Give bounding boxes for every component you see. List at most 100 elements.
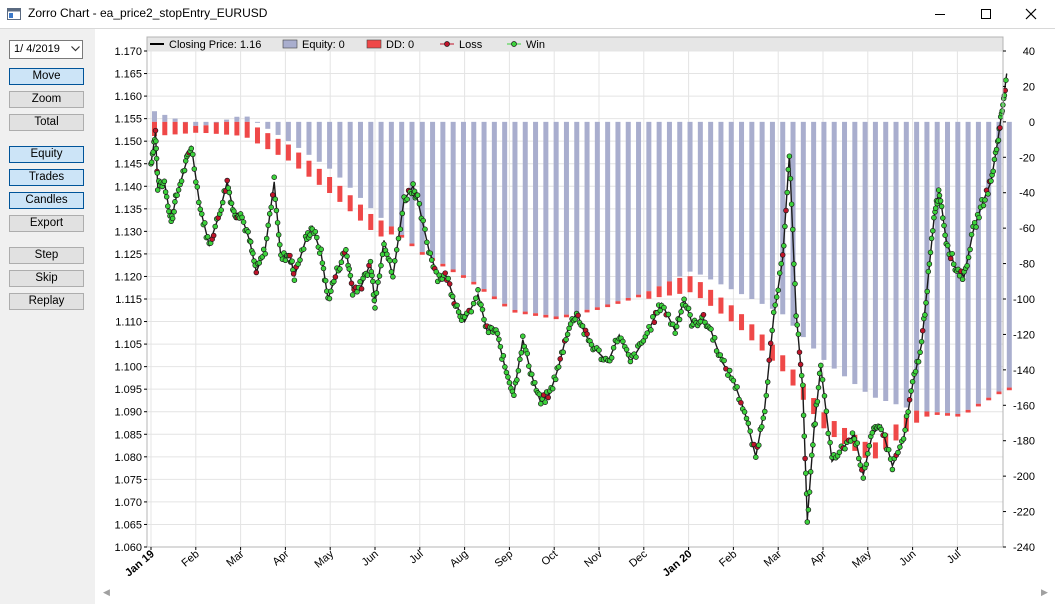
scroll-left-icon[interactable]: ◀: [103, 587, 110, 597]
drawdown-bar: [811, 398, 817, 415]
x-axis-label: Feb: [717, 548, 739, 569]
win-marker: [497, 343, 504, 350]
drawdown-bar: [697, 282, 703, 299]
loss-marker: [253, 269, 260, 276]
win-marker: [445, 275, 451, 282]
maximize-button[interactable]: [963, 0, 1009, 28]
equity-bar: [399, 121, 405, 235]
win-marker: [381, 241, 387, 247]
drawdown-bar: [533, 313, 539, 316]
replay-button[interactable]: Replay: [9, 293, 84, 310]
date-selector[interactable]: 1/ 4/2019: [9, 40, 83, 59]
win-marker: [494, 330, 501, 337]
skip-button[interactable]: Skip: [9, 270, 84, 287]
win-marker: [289, 258, 295, 264]
win-marker: [676, 316, 683, 323]
candles-button[interactable]: Candles: [9, 192, 84, 209]
win-marker: [505, 374, 511, 380]
drawdown-bar: [162, 121, 168, 136]
drawdown-bar: [625, 297, 631, 301]
close-icon: [1025, 8, 1037, 20]
drawdown-bar: [594, 307, 600, 310]
win-marker: [993, 146, 1000, 153]
win-marker: [196, 199, 202, 206]
legend-marker-dot: [511, 41, 517, 47]
equity-bar: [460, 121, 466, 276]
legend-marker-dot: [444, 41, 450, 47]
equity-bar: [533, 121, 539, 314]
win-marker: [564, 331, 571, 338]
trades-button[interactable]: Trades: [9, 169, 84, 186]
win-marker: [219, 199, 226, 206]
win-marker: [856, 455, 862, 462]
win-marker: [357, 278, 363, 285]
zoom-button[interactable]: Zoom: [9, 91, 84, 108]
app-icon: [7, 7, 21, 20]
right-axis-label: -80: [1019, 259, 1035, 271]
loss-marker: [802, 455, 808, 462]
total-button[interactable]: Total: [9, 114, 84, 131]
close-button[interactable]: [1008, 0, 1054, 28]
win-marker: [410, 181, 416, 187]
equity-button[interactable]: Equity: [9, 146, 84, 163]
chart-panel: 1.060 1.065 1.070 1.075 1.080 1.085 1.090 1.095…: [95, 29, 1055, 604]
drawdown-bar: [553, 316, 559, 320]
equity-bar: [739, 121, 745, 295]
window-title: Zorro Chart - ea_price2_stopEntry_EURUSD: [28, 6, 268, 20]
win-marker: [678, 309, 684, 315]
win-marker: [999, 108, 1005, 114]
x-axis-label: May: [312, 548, 336, 571]
equity-bar: [244, 116, 250, 122]
step-button[interactable]: Step: [9, 247, 84, 264]
export-button[interactable]: Export: [9, 215, 84, 232]
win-marker: [949, 250, 955, 257]
win-marker: [865, 450, 871, 457]
win-marker: [344, 253, 350, 260]
loss-marker: [919, 327, 926, 334]
win-marker: [869, 430, 876, 436]
win-marker: [827, 439, 833, 446]
win-marker: [322, 277, 329, 284]
equity-bar: [800, 121, 806, 338]
win-marker: [782, 223, 788, 230]
equity-bar: [615, 121, 621, 302]
equity-bar: [759, 121, 765, 304]
win-marker: [930, 228, 936, 234]
win-marker: [397, 226, 404, 232]
move-button[interactable]: Move: [9, 68, 84, 85]
win-marker: [496, 336, 502, 343]
win-marker: [481, 316, 487, 323]
win-marker: [982, 197, 988, 203]
price-equity-chart[interactable]: 1.060 1.065 1.070 1.075 1.080 1.085 1.090 1.095…: [95, 29, 1055, 604]
loss-marker: [767, 340, 774, 347]
win-marker: [988, 178, 994, 184]
win-marker: [199, 211, 205, 217]
win-marker: [800, 382, 806, 388]
win-marker: [650, 314, 656, 320]
drawdown-bar: [842, 427, 848, 444]
equity-bar: [193, 121, 199, 126]
x-axis-label: Jul: [945, 548, 963, 566]
control-sidebar: 1/ 4/2019 Move Zoom Total Equity Trades …: [0, 29, 95, 604]
win-marker: [596, 347, 602, 353]
win-marker: [721, 357, 727, 364]
win-marker: [711, 335, 718, 341]
win-marker: [225, 185, 232, 191]
win-marker: [503, 369, 510, 376]
scroll-right-icon[interactable]: ▶: [1041, 587, 1048, 597]
loss-marker: [906, 397, 913, 403]
drawdown-bar: [975, 403, 981, 407]
win-marker: [181, 167, 188, 174]
minimize-button[interactable]: [917, 0, 963, 28]
win-marker: [931, 214, 937, 221]
win-marker: [810, 442, 816, 448]
drawdown-bar: [687, 276, 693, 293]
legend-item: Loss: [440, 39, 483, 51]
win-marker: [424, 239, 430, 246]
win-marker: [262, 251, 268, 257]
win-marker: [816, 370, 823, 377]
equity-bar: [213, 121, 219, 123]
loss-marker: [738, 399, 744, 406]
win-marker: [935, 187, 942, 193]
win-marker: [552, 376, 559, 383]
